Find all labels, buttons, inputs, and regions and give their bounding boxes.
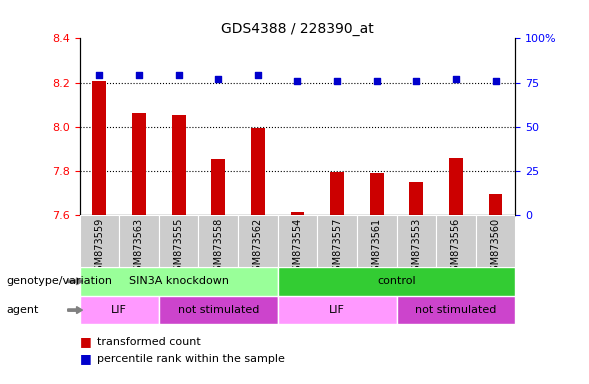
Bar <box>290 212 305 215</box>
Bar <box>92 81 106 215</box>
Bar <box>330 172 344 215</box>
Text: LIF: LIF <box>111 305 127 315</box>
Text: GSM873557: GSM873557 <box>332 218 342 277</box>
Bar <box>357 215 396 267</box>
Text: ■: ■ <box>80 353 91 366</box>
Bar <box>436 215 476 267</box>
Point <box>174 73 183 79</box>
Text: SIN3A knockdown: SIN3A knockdown <box>128 276 229 286</box>
Bar <box>396 215 436 267</box>
Bar <box>171 114 186 215</box>
Text: control: control <box>377 276 416 286</box>
Bar <box>159 296 277 324</box>
Text: GSM873563: GSM873563 <box>134 218 144 277</box>
Bar <box>476 215 515 267</box>
Bar <box>370 173 383 215</box>
Point <box>412 78 421 84</box>
Point <box>451 76 461 82</box>
Bar <box>198 215 238 267</box>
Bar <box>251 128 264 215</box>
Text: GSM873554: GSM873554 <box>293 218 302 277</box>
Bar <box>396 296 515 324</box>
Bar <box>489 194 502 215</box>
Text: GSM873553: GSM873553 <box>411 218 421 277</box>
Title: GDS4388 / 228390_at: GDS4388 / 228390_at <box>221 22 374 36</box>
Point <box>213 76 223 82</box>
Bar <box>277 215 317 267</box>
Point <box>332 78 342 84</box>
Bar <box>277 296 396 324</box>
Text: percentile rank within the sample: percentile rank within the sample <box>97 354 285 364</box>
Bar <box>238 215 277 267</box>
Text: GSM873559: GSM873559 <box>94 218 104 277</box>
Text: GSM873558: GSM873558 <box>213 218 223 277</box>
Text: not stimulated: not stimulated <box>177 305 259 315</box>
Text: GSM873556: GSM873556 <box>451 218 461 277</box>
Text: genotype/variation: genotype/variation <box>6 276 112 286</box>
Text: GSM873560: GSM873560 <box>491 218 501 277</box>
Text: LIF: LIF <box>329 305 345 315</box>
Text: GSM873555: GSM873555 <box>174 218 184 277</box>
Point <box>134 73 144 79</box>
Bar <box>132 113 146 215</box>
Bar <box>449 157 463 215</box>
Text: transformed count: transformed count <box>97 337 201 347</box>
Point <box>491 78 500 84</box>
Bar <box>80 215 119 267</box>
Text: ■: ■ <box>80 335 91 348</box>
Text: GSM873562: GSM873562 <box>253 218 263 277</box>
Bar <box>317 215 357 267</box>
Point <box>372 78 382 84</box>
Bar <box>80 296 159 324</box>
Bar <box>80 267 277 296</box>
Bar <box>211 159 225 215</box>
Point <box>253 73 263 79</box>
Point <box>293 78 302 84</box>
Bar <box>277 267 515 296</box>
Text: GSM873561: GSM873561 <box>372 218 382 277</box>
Bar <box>409 182 423 215</box>
Point <box>95 73 104 79</box>
Text: agent: agent <box>6 305 38 315</box>
Text: not stimulated: not stimulated <box>415 305 497 315</box>
Bar <box>159 215 198 267</box>
Bar <box>119 215 159 267</box>
